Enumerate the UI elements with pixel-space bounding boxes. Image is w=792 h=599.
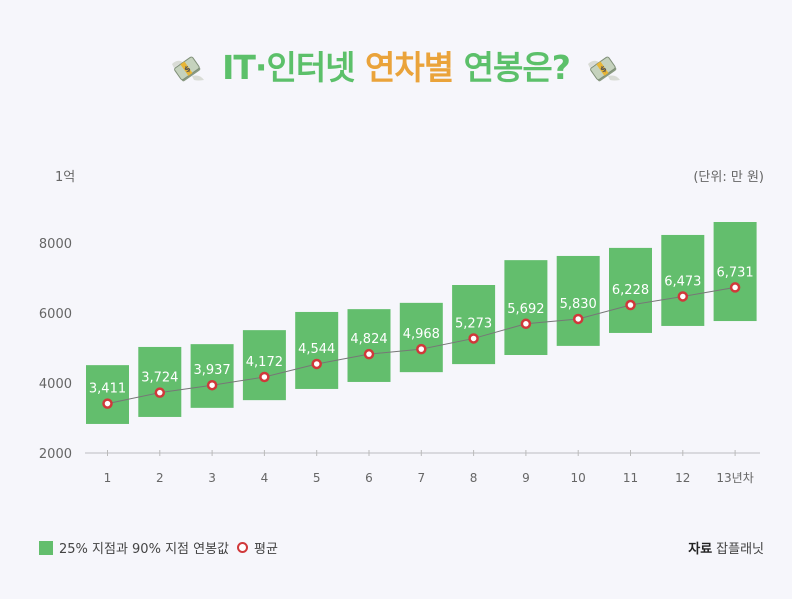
unit-label: (단위: 만 원) xyxy=(693,170,764,185)
y-tick-label: 4000 xyxy=(39,377,72,392)
chart-title: $ IT·인터넷 연차별 연봉은? $ xyxy=(0,44,792,92)
average-marker xyxy=(363,348,375,360)
x-tick-label: 11 xyxy=(623,471,638,485)
average-marker xyxy=(102,398,113,409)
data-label: 6,473 xyxy=(664,274,701,289)
data-label: 3,937 xyxy=(193,363,230,378)
y-tick-label: 8000 xyxy=(39,237,72,252)
x-tick-label: 5 xyxy=(313,471,321,485)
range-bar xyxy=(609,247,652,333)
x-tick-label: 6 xyxy=(365,471,373,485)
money-with-wings-icon: $ xyxy=(170,51,206,83)
money-with-wings-icon: $ xyxy=(586,51,622,83)
y-tick-label: 6000 xyxy=(39,307,72,322)
legend-average-marker-icon xyxy=(237,542,248,553)
source-label: 자료 xyxy=(688,542,713,557)
legend-range-label: 25% 지점과 90% 지점 연봉값 xyxy=(59,542,229,557)
x-tick-label: 4 xyxy=(261,471,269,485)
x-tick-label: 9 xyxy=(522,471,530,485)
average-marker xyxy=(206,379,218,391)
legend-average-label: 평균 xyxy=(254,542,278,557)
legend: 25% 지점과 90% 지점 연봉값 평균 xyxy=(39,538,278,557)
average-marker xyxy=(416,343,427,355)
range-bar xyxy=(399,302,443,373)
x-tick-label: 1 xyxy=(104,471,112,485)
average-marker xyxy=(311,358,322,370)
x-tick-label: 2 xyxy=(156,471,164,485)
svg-text:$: $ xyxy=(182,63,192,74)
average-marker xyxy=(625,299,636,311)
range-bar xyxy=(242,330,286,401)
average-marker xyxy=(572,313,584,325)
data-label: 5,830 xyxy=(560,297,597,312)
data-label: 6,731 xyxy=(716,265,753,280)
data-label: 4,544 xyxy=(298,342,335,357)
range-bar xyxy=(661,234,705,326)
average-marker xyxy=(520,318,532,330)
range-bar xyxy=(452,285,496,365)
x-tick-label: 13년차 xyxy=(716,471,753,485)
range-bar xyxy=(556,255,600,346)
data-label: 3,411 xyxy=(89,382,126,397)
x-tick-label: 10 xyxy=(571,471,586,485)
range-bar xyxy=(190,344,234,408)
average-marker xyxy=(677,291,689,302)
data-label: 4,824 xyxy=(350,332,387,347)
average-marker xyxy=(154,387,166,398)
average-marker xyxy=(729,282,741,293)
x-tick-label: 7 xyxy=(417,471,425,485)
average-marker xyxy=(468,333,479,344)
range-bar xyxy=(347,309,391,382)
legend-range-swatch xyxy=(39,540,53,555)
source-credit: 자료 잡플래닛 xyxy=(688,538,764,557)
range-bar xyxy=(504,260,548,355)
svg-text:$: $ xyxy=(599,63,609,74)
data-label: 4,968 xyxy=(403,327,440,342)
x-tick-label: 8 xyxy=(470,471,478,485)
x-tick-label: 3 xyxy=(208,471,216,485)
data-label: 4,172 xyxy=(246,355,283,370)
data-label: 6,228 xyxy=(612,283,649,298)
y-tick-label: 2000 xyxy=(39,447,72,462)
range-bar xyxy=(295,311,339,389)
range-bar xyxy=(713,222,757,322)
data-label: 5,692 xyxy=(507,302,544,317)
source-value: 잡플래닛 xyxy=(716,542,764,557)
data-label: 3,724 xyxy=(141,371,178,386)
x-tick-label: 12 xyxy=(675,471,690,485)
average-marker xyxy=(259,371,270,383)
y-axis-top-label: 1억 xyxy=(55,170,76,185)
range-bar xyxy=(86,365,129,424)
data-label: 5,273 xyxy=(455,316,492,331)
range-bar xyxy=(138,346,182,417)
